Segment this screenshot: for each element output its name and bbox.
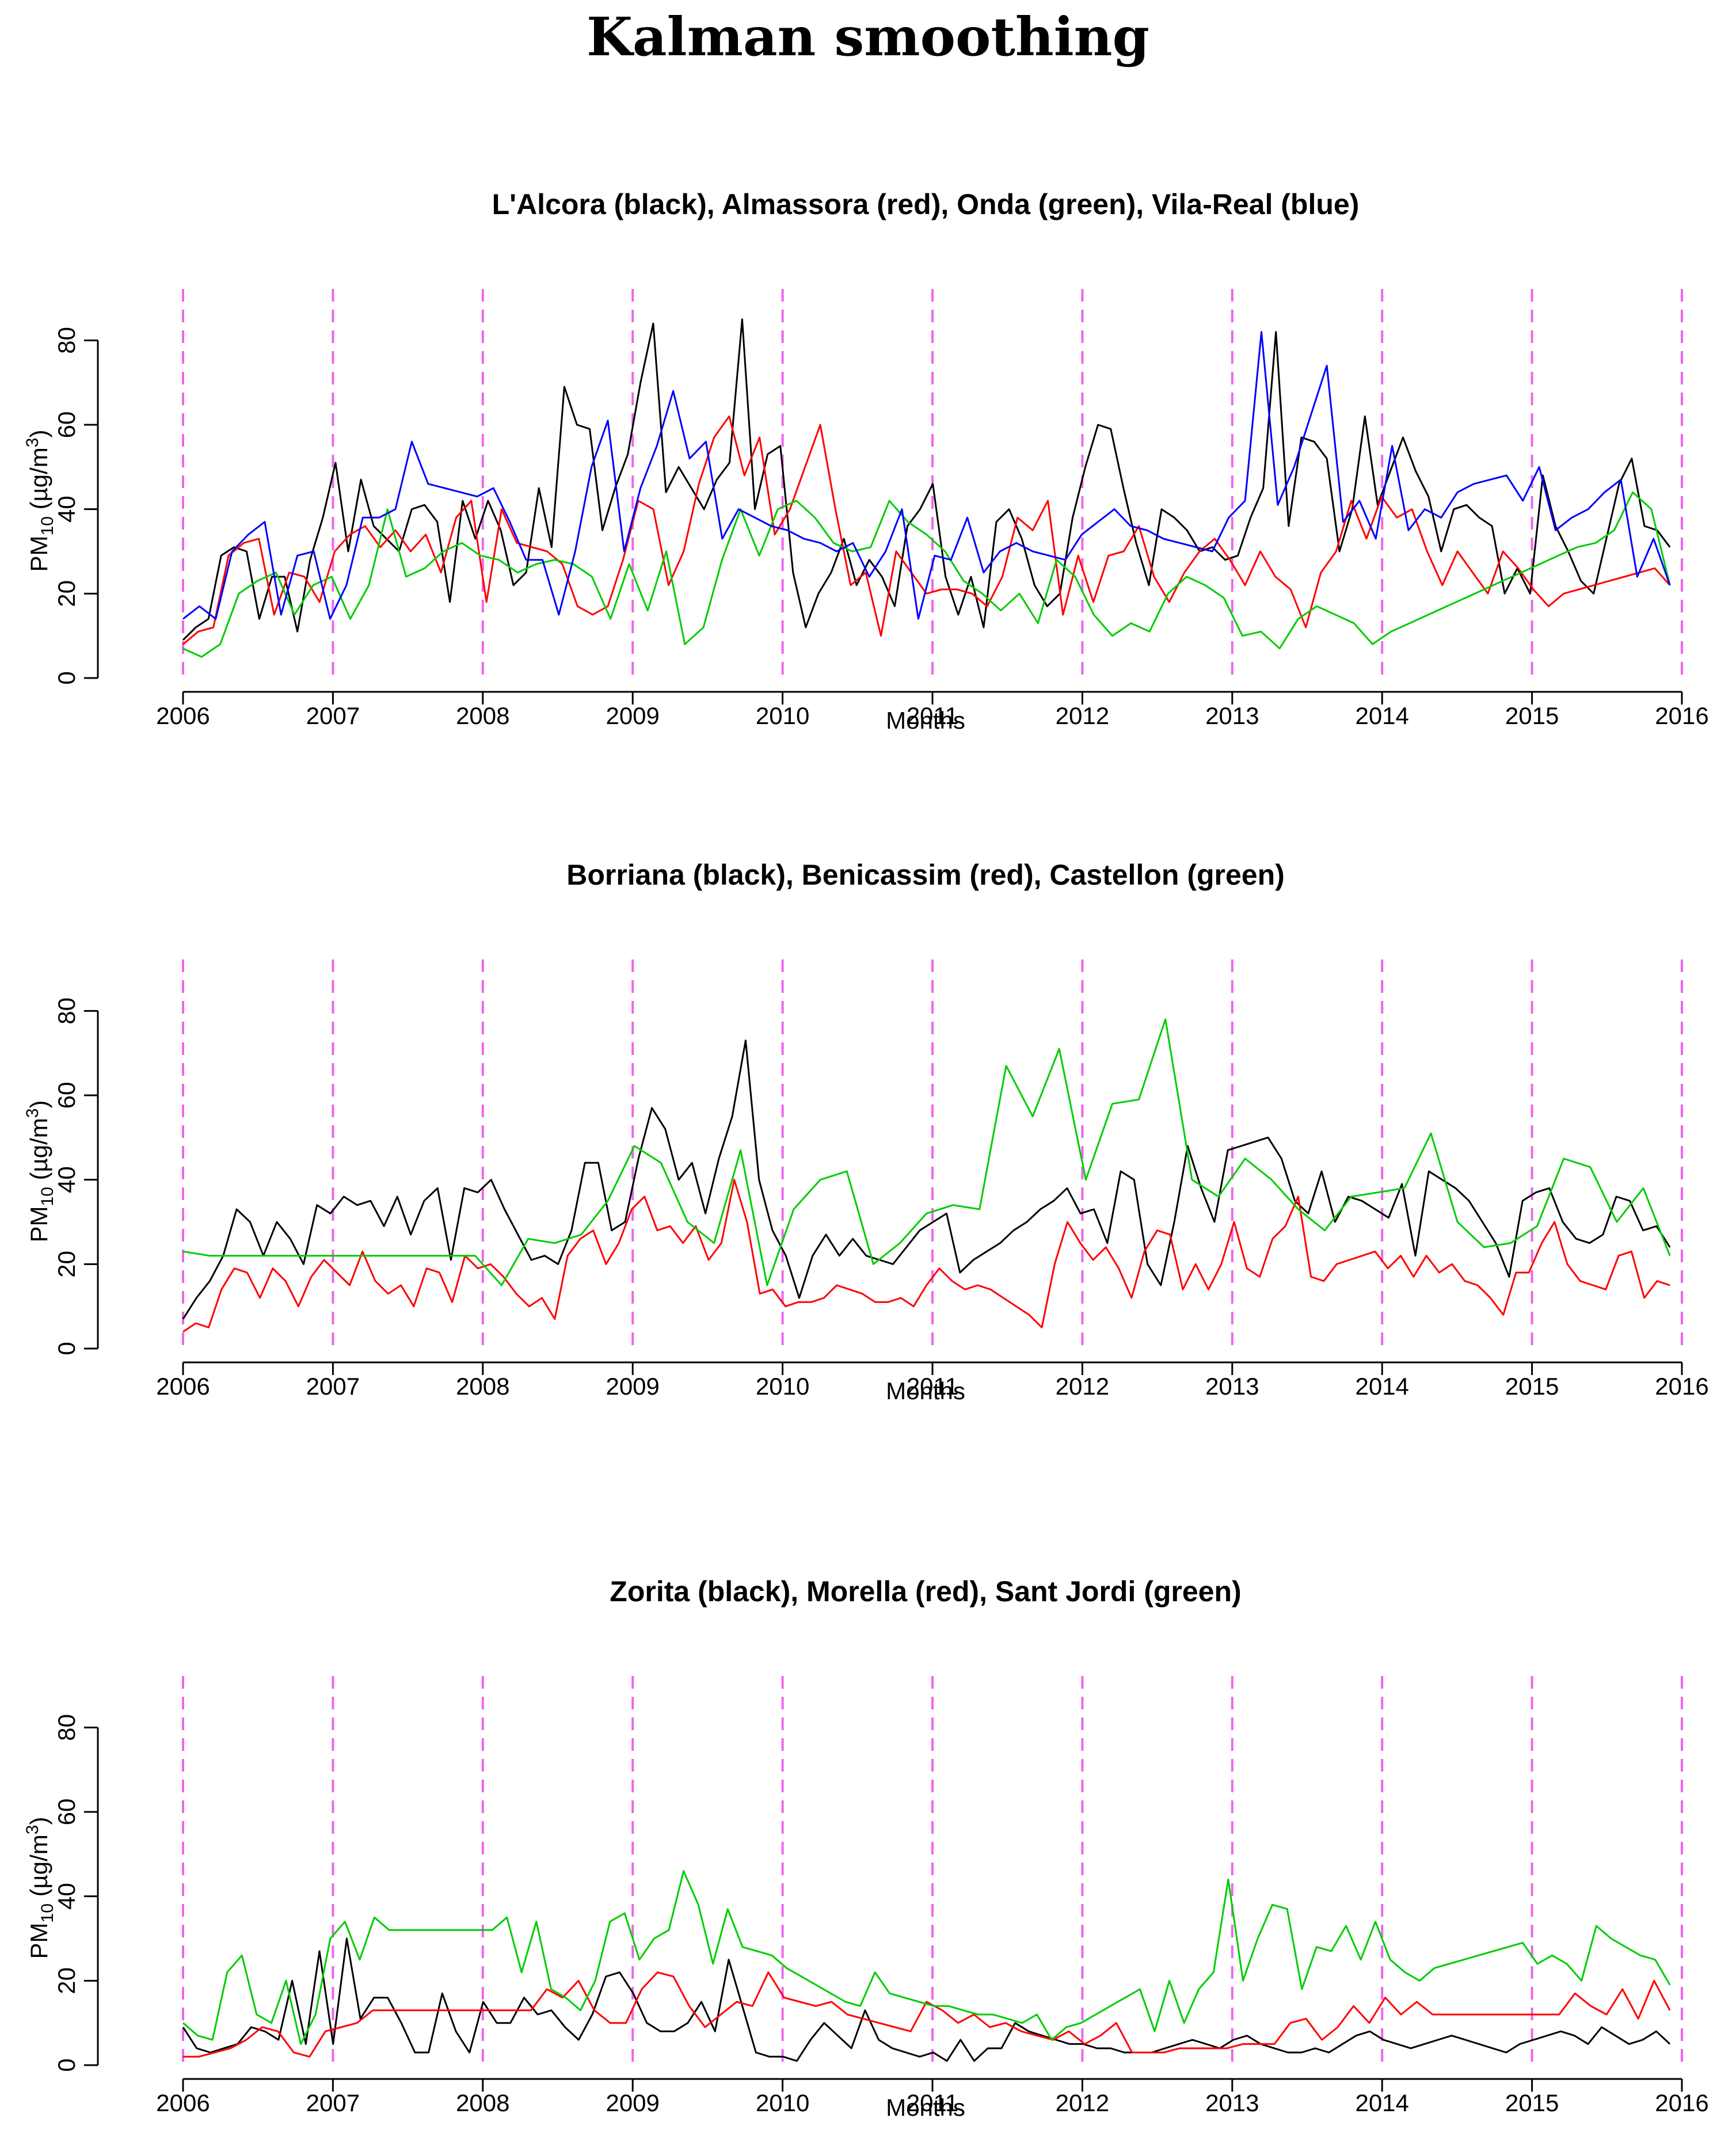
series-line-vila-real [182,331,1671,620]
x-tick-label: 2011 [907,1373,958,1400]
x-tick-label: 2011 [907,2089,958,2116]
y-tick-label: 0 [53,2058,80,2071]
panel-title-1: L'Alcora (black), Almassora (red), Onda … [492,188,1360,220]
series-line-zorita [182,1937,1671,2062]
x-tick-label: 2010 [756,702,809,729]
x-tick-label: 2015 [1505,702,1559,729]
x-tick-label: 2016 [1655,702,1708,729]
y-tick-label: 0 [53,1342,80,1355]
year-gridlines-2 [182,959,1683,1353]
x-tick-label: 2007 [306,2089,360,2116]
x-tick-label: 2008 [456,1373,509,1400]
x-tick-label: 2006 [156,1373,210,1400]
chart-panel-2: Borriana (black), Benicassim (red), Cast… [23,859,1709,1404]
series-group-1 [182,318,1671,658]
x-tick-label: 2010 [756,2089,809,2116]
y-tick-label: 20 [53,1967,80,1994]
x-tick-label: 2013 [1205,702,1259,729]
chart-panel-3: Zorita (black), Morella (red), Sant Jord… [23,1575,1709,2121]
y-axis-label-2: PM10 (µg/m3) [23,1100,57,1243]
series-line-benicassim [182,1179,1670,1332]
series-line-l-alcora [182,318,1671,641]
x-tick-label: 2014 [1355,1373,1408,1400]
series-group-2 [182,1018,1671,1332]
chart-panel-1: L'Alcora (black), Almassora (red), Onda … [23,188,1709,734]
y-tick-label: 20 [53,580,80,607]
series-line-onda [182,491,1671,658]
x-tick-label: 2014 [1355,2089,1408,2116]
x-tick-label: 2013 [1205,2089,1259,2116]
y-tick-label: 40 [53,496,80,523]
series-line-sant-jordi [182,1870,1671,2045]
x-tick-label: 2008 [456,2089,509,2116]
y-axis-1: 0 20 40 60 80 [53,327,99,685]
x-tick-label: 2016 [1655,1373,1708,1400]
x-tick-label: 2016 [1655,2089,1708,2116]
y-tick-label: 80 [53,997,80,1025]
y-tick-label: 80 [53,327,80,354]
series-line-borriana [182,1039,1671,1320]
y-axis-2: 0 20 40 60 80 [53,997,99,1355]
series-line-morella [183,1971,1671,2058]
x-tick-label: 2007 [306,702,360,729]
year-gridlines-1 [182,289,1683,683]
x-tick-label: 2012 [1056,2089,1109,2116]
y-axis-label-1: PM10 (µg/m3) [23,430,57,572]
panel-title-3: Zorita (black), Morella (red), Sant Jord… [610,1575,1241,1608]
x-axis-label-2: Months [886,1377,965,1404]
x-tick-label: 2015 [1505,1373,1559,1400]
series-group-3 [182,1870,1671,2062]
y-tick-label: 20 [53,1251,80,1278]
y-tick-label: 40 [53,1883,80,1910]
panel-title-2: Borriana (black), Benicassim (red), Cast… [566,859,1285,891]
y-tick-label: 80 [53,1714,80,1741]
x-tick-label: 2007 [306,1373,360,1400]
x-tick-label: 2014 [1355,702,1408,729]
y-tick-label: 60 [53,1082,80,1109]
x-tick-label: 2009 [606,1373,659,1400]
x-tick-label: 2006 [156,702,210,729]
x-tick-label: 2010 [756,1373,809,1400]
x-tick-label: 2012 [1056,702,1109,729]
y-tick-label: 60 [53,1799,80,1826]
x-axis-3: 2006 2007 2008 2009 2010 2011 2012 2013 2014 2015… [156,2078,1709,2116]
series-line-castellon [182,1018,1671,1286]
x-tick-label: 2012 [1056,1373,1109,1400]
y-tick-label: 0 [53,671,80,684]
x-tick-label: 2011 [907,702,958,729]
year-gridlines-3 [182,1676,1683,2070]
x-tick-label: 2015 [1505,2089,1559,2116]
x-axis-1: 2006 2007 2008 2009 2010 2011 2012 2013 2014 2015… [156,691,1709,729]
x-tick-label: 2008 [456,702,509,729]
x-tick-label: 2006 [156,2089,210,2116]
y-tick-label: 40 [53,1166,80,1193]
x-tick-label: 2009 [606,702,659,729]
y-axis-label-3: PM10 (µg/m3) [23,1817,57,1959]
x-axis-label-3: Months [886,2094,965,2121]
series-line-almassora [182,415,1671,645]
x-axis-label-1: Months [886,707,965,734]
y-axis-3: 0 20 40 60 80 [53,1714,99,2072]
x-axis-2: 2006 2007 2008 2009 2010 2011 2012 2013 2014 2015… [156,1361,1709,1400]
y-tick-label: 60 [53,412,80,439]
page-title: Kalman smoothing [587,6,1149,68]
x-tick-label: 2013 [1205,1373,1259,1400]
x-tick-label: 2009 [606,2089,659,2116]
